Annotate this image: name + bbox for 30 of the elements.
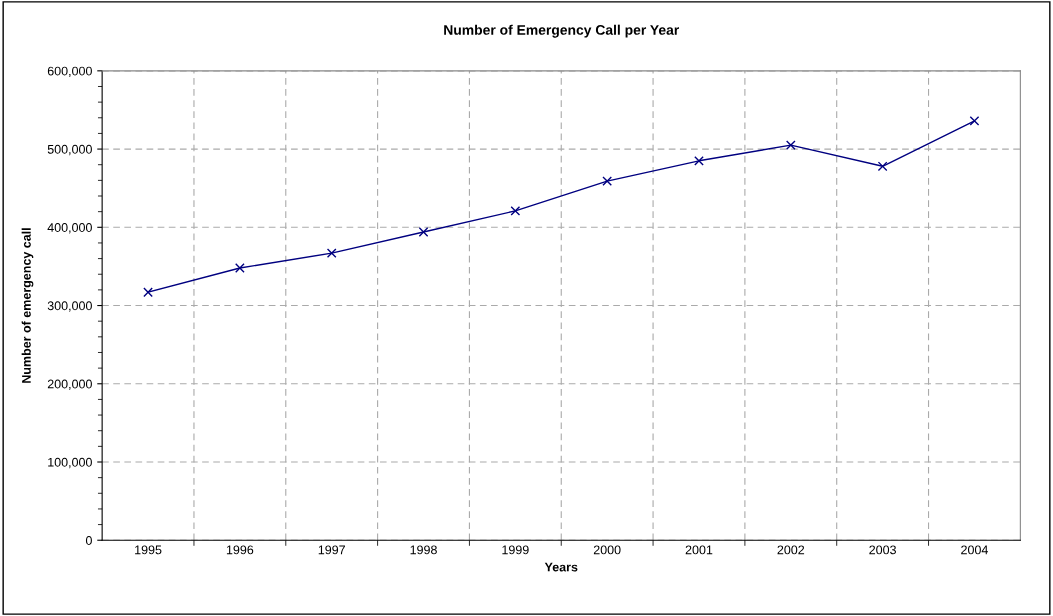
point xyxy=(969,116,980,126)
point xyxy=(235,263,245,273)
y-tick-label: 600,000 xyxy=(47,66,92,77)
x-tick-label: 2000 xyxy=(593,545,621,555)
x-tick-label: 2002 xyxy=(777,545,805,555)
x-tick-label: 1996 xyxy=(226,545,254,555)
y-tick-label: 300,000 xyxy=(47,301,92,312)
point xyxy=(510,206,521,216)
point xyxy=(785,140,796,151)
x-tick-label: 1999 xyxy=(502,545,529,555)
point xyxy=(326,248,337,258)
x-tick-label: 1997 xyxy=(318,545,345,555)
chart-title: Number of Emergency Call per Year xyxy=(444,24,680,38)
x-axis-title: Years xyxy=(544,562,578,572)
x-tick-label: 2001 xyxy=(685,545,713,555)
y-tick-label: 400,000 xyxy=(47,223,92,234)
point xyxy=(418,227,429,237)
x-tick-label: 2003 xyxy=(869,545,896,555)
point xyxy=(877,161,888,172)
y-axis-title: Number of emergency call xyxy=(21,228,34,383)
point xyxy=(694,155,704,166)
x-tick-label: 1998 xyxy=(410,545,437,555)
y-tick-label: 0 xyxy=(85,536,92,545)
x-tick-label: 2004 xyxy=(961,545,988,555)
point xyxy=(602,176,613,187)
y-tick-label: 500,000 xyxy=(47,144,92,156)
point xyxy=(143,287,153,298)
y-tick-label: 200,000 xyxy=(47,379,92,390)
y-tick-label: 100,000 xyxy=(48,457,92,469)
x-tick-label: 1995 xyxy=(135,545,162,555)
